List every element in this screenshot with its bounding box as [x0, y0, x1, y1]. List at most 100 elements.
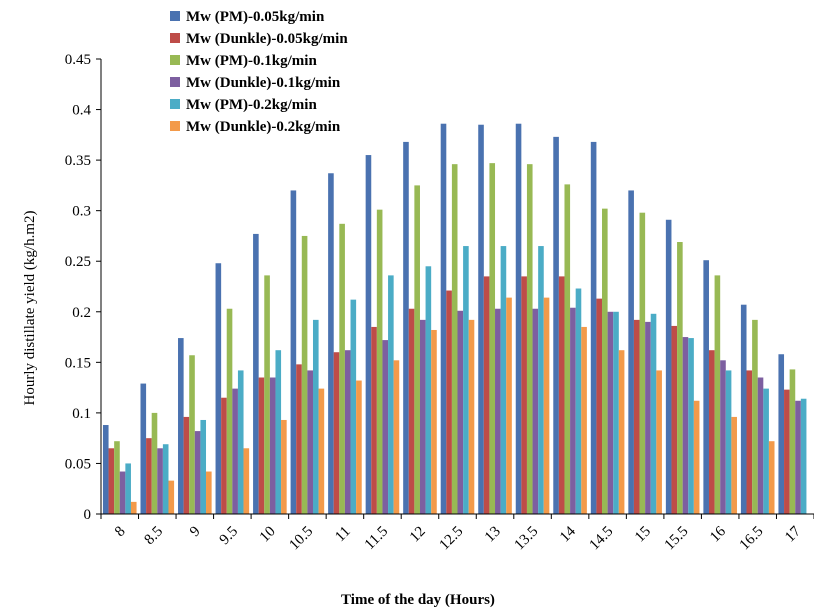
- bar: [162, 444, 169, 514]
- bar: [243, 448, 250, 514]
- bar: [189, 355, 195, 514]
- bar: [200, 419, 207, 514]
- bar: [532, 308, 539, 514]
- bar: [628, 190, 634, 514]
- y-axis-label: Hourly distillate yield (kg/h.m2): [22, 211, 38, 406]
- legend-swatch: [170, 55, 180, 65]
- y-tick-label: 0.2: [72, 305, 91, 321]
- x-tick-label: 16.5: [737, 524, 767, 554]
- bar: [489, 163, 496, 514]
- bar: [526, 164, 533, 514]
- legend-label: Mw (PM)-0.05kg/min: [186, 9, 325, 25]
- y-tick-label: 0.25: [65, 254, 91, 270]
- bar: [602, 208, 608, 514]
- bar: [725, 370, 732, 514]
- x-axis-label: Time of the day (Hours): [341, 592, 495, 608]
- bars: [102, 123, 807, 515]
- bar: [768, 441, 775, 514]
- bar: [333, 352, 340, 514]
- bar: [778, 354, 785, 514]
- bar: [607, 311, 614, 514]
- bar: [688, 338, 694, 514]
- bar: [408, 308, 415, 514]
- bar: [431, 329, 437, 514]
- y-tick-label: 0.4: [72, 103, 91, 119]
- bar: [356, 380, 362, 514]
- x-tick-label: 13: [482, 524, 504, 546]
- x-tick-label: 15.5: [662, 524, 692, 554]
- bar: [440, 123, 447, 515]
- bar: [613, 311, 619, 514]
- bar: [740, 304, 747, 514]
- bar: [714, 275, 721, 514]
- x-tick-label: 15: [632, 524, 654, 546]
- bar: [639, 212, 646, 514]
- bar: [344, 350, 351, 514]
- bar: [296, 364, 302, 514]
- legend-label: Mw (Dunkle)-0.05kg/min: [186, 31, 348, 47]
- x-tick-label: 14.5: [587, 524, 617, 554]
- bar: [463, 246, 469, 514]
- legend-swatch: [170, 11, 180, 21]
- bar: [590, 141, 597, 514]
- bar: [183, 416, 190, 514]
- bar: [596, 298, 603, 514]
- bar: [677, 242, 683, 514]
- bar: [114, 441, 120, 514]
- bar: [365, 155, 372, 514]
- bar: [720, 360, 726, 514]
- bar: [376, 209, 383, 514]
- bar: [194, 431, 201, 514]
- bar: [339, 223, 345, 514]
- bar: [237, 370, 244, 514]
- bar: [328, 173, 334, 514]
- bar: [506, 297, 512, 514]
- x-tick-label: 8.5: [142, 524, 167, 549]
- y-tick-label: 0.05: [65, 456, 91, 472]
- bar: [553, 136, 559, 515]
- legend-swatch: [170, 99, 180, 109]
- bar: [446, 290, 452, 514]
- bar: [264, 275, 270, 514]
- bar: [618, 350, 625, 514]
- bar: [656, 370, 662, 514]
- bar: [393, 360, 400, 514]
- bar: [633, 319, 640, 514]
- x-tick-label: 11.5: [362, 524, 391, 553]
- legend-label: Mw (PM)-0.1kg/min: [186, 53, 317, 69]
- bar: [757, 377, 764, 514]
- x-tick-label: 8: [112, 524, 129, 541]
- x-tick-label: 10: [257, 524, 279, 546]
- bar: [258, 377, 265, 514]
- bar: [146, 438, 152, 514]
- y-tick-label: 0.1: [72, 406, 91, 422]
- bar: [290, 190, 297, 514]
- bar: [151, 412, 158, 514]
- bar: [451, 164, 458, 514]
- bar: [543, 297, 550, 514]
- bar: [515, 123, 522, 515]
- bar: [371, 326, 377, 514]
- bar: [650, 313, 657, 514]
- bar: [312, 319, 319, 514]
- bar: [403, 141, 409, 514]
- x-tick-label: 12: [407, 524, 429, 546]
- bar: [350, 299, 357, 514]
- bar: [538, 246, 544, 514]
- bar: [558, 276, 565, 514]
- y-axis: 0 0.05 0.1 0.15 0.2 0.25 0.3 0.35 0.4 0.45: [65, 52, 102, 523]
- bar: [703, 260, 709, 514]
- bar: [414, 185, 420, 514]
- bar: [483, 276, 490, 514]
- y-tick-label: 0: [84, 507, 92, 523]
- bar: [382, 340, 389, 514]
- bar: [500, 246, 507, 514]
- bar: [119, 471, 126, 514]
- bar: [763, 388, 769, 514]
- x-tick-label: 14: [557, 523, 579, 545]
- bar: [752, 319, 758, 514]
- bar: [693, 400, 700, 514]
- bar: [521, 276, 527, 514]
- bar: [221, 397, 227, 514]
